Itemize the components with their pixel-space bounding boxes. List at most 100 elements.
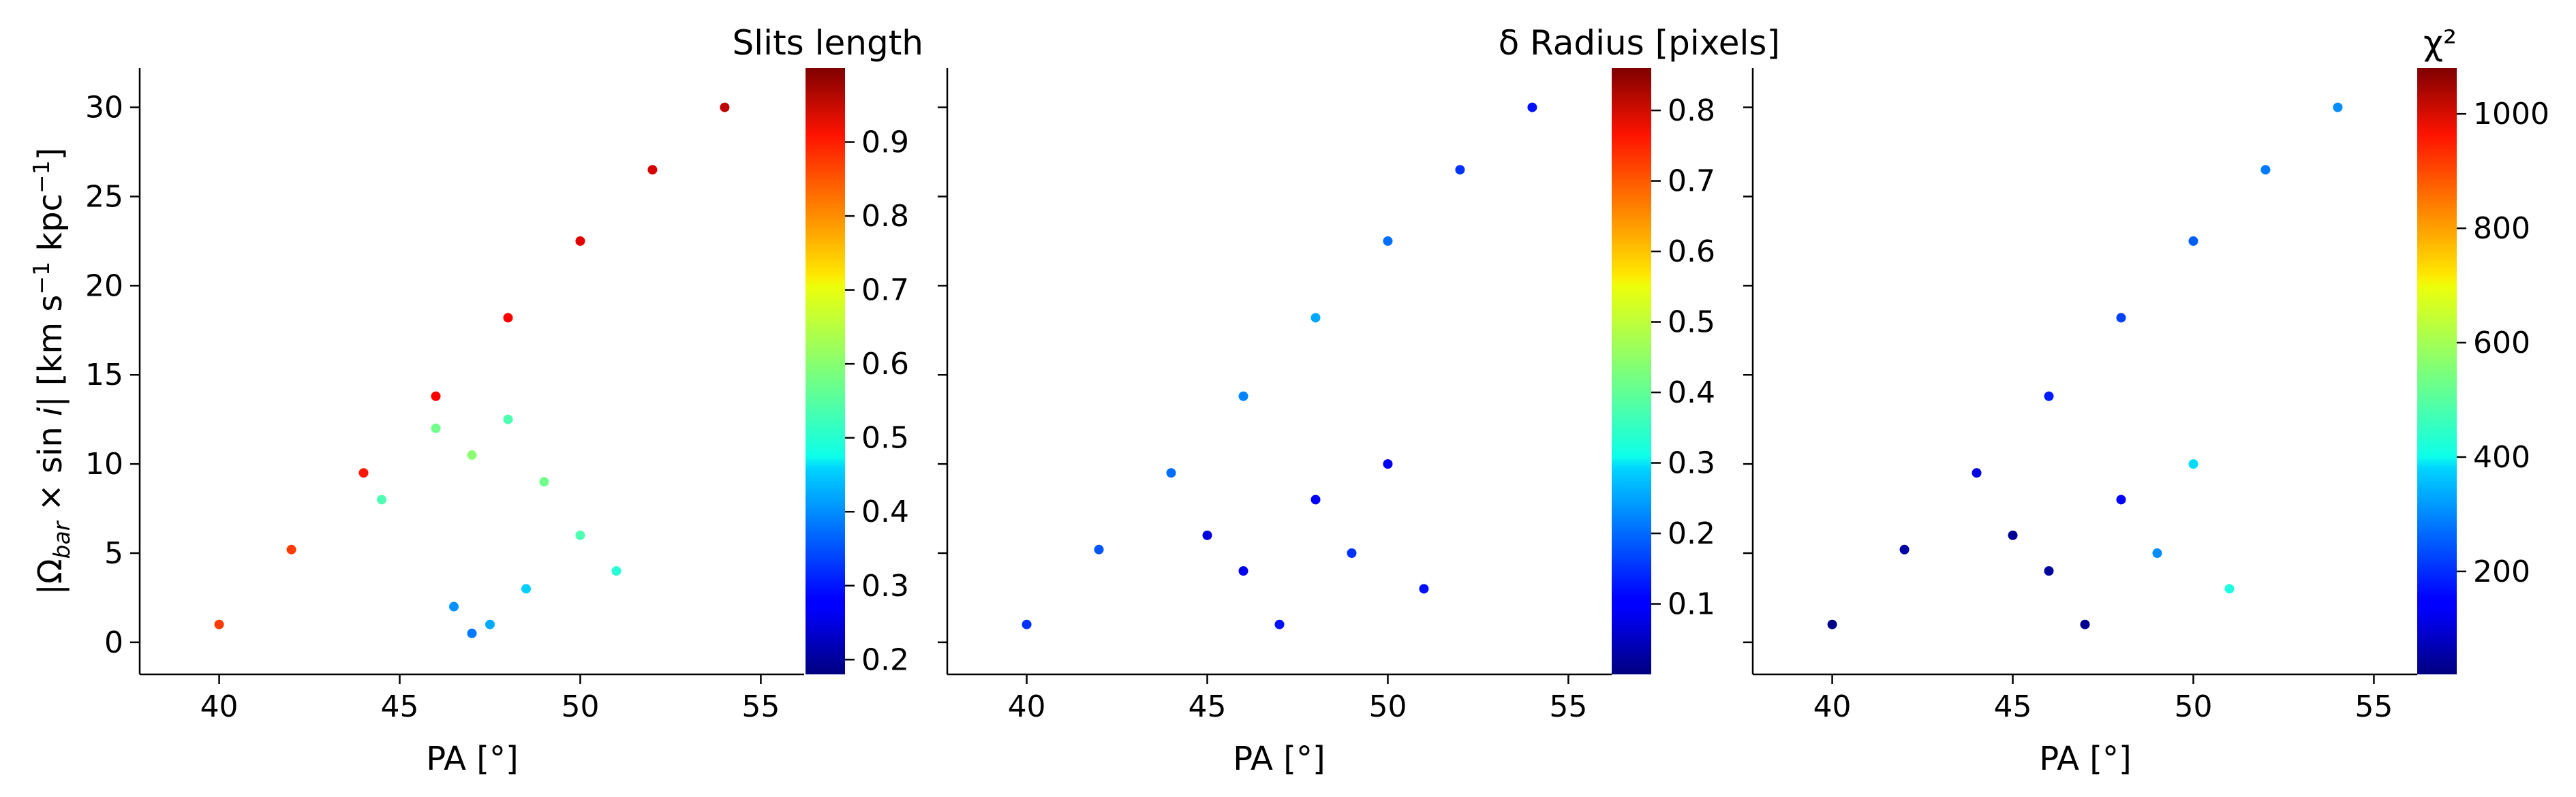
panel-1-colorbar: [806, 68, 845, 674]
colorbar-tick-label: 0.8: [1668, 93, 1715, 128]
scatter-point: [467, 450, 477, 460]
x-tick-label: 50: [561, 689, 599, 724]
scatter-point: [1383, 236, 1393, 246]
panel-3-x-axis-label: PA [°]: [2039, 740, 2131, 778]
panel-1-x-ticks: 40 45 50 55: [200, 674, 780, 724]
scatter-point: [2188, 236, 2198, 246]
x-tick-label: 45: [1994, 689, 2032, 724]
scatter-point: [2152, 548, 2162, 558]
colorbar-tick-label: 0.5: [861, 421, 909, 456]
panel-3: 40 45 50 55 PA [°] 200 400 600 800 1000 χ²: [1743, 23, 2549, 778]
scatter-point: [1310, 495, 1321, 505]
scatter-point: [1827, 619, 1837, 629]
scatter-point: [1419, 584, 1429, 594]
scatter-point: [1455, 165, 1465, 175]
scatter-point: [1202, 530, 1212, 540]
panel-3-colorbar: [2417, 68, 2457, 674]
scatter-point: [1094, 544, 1104, 554]
panel-2-colorbar-ticks: 0.1 0.2 0.3 0.4 0.5 0.6 0.7 0.8: [1651, 93, 1715, 622]
scatter-point: [521, 584, 531, 594]
scatter-point: [431, 423, 441, 433]
x-tick-label: 55: [1549, 689, 1587, 724]
scatter-point: [1383, 459, 1393, 469]
colorbar-tick-label: 0.9: [861, 125, 909, 160]
panel-3-colorbar-title: χ²: [2423, 23, 2457, 63]
colorbar-tick-label: 0.6: [1668, 234, 1715, 269]
scatter-point: [2116, 495, 2126, 505]
scatter-point: [449, 601, 459, 612]
x-tick-label: 50: [2174, 689, 2212, 724]
scatter-point: [1238, 566, 1248, 576]
scatter-point: [539, 477, 549, 487]
scatter-point: [575, 530, 585, 540]
scatter-point: [431, 391, 441, 401]
panel-2-y-ticks: [938, 106, 947, 644]
colorbar-tick-label: 0.5: [1668, 305, 1715, 340]
colorbar-tick-label: 1000: [2473, 97, 2549, 131]
colorbar-tick-label: 0.7: [861, 273, 909, 308]
scatter-point: [377, 495, 387, 505]
panel-1-colorbar-title: Slits length: [733, 23, 923, 63]
colorbar-tick-label: 0.1: [1668, 587, 1715, 622]
x-tick-label: 55: [2355, 689, 2393, 724]
panel-2-points: [1022, 102, 1537, 629]
x-tick-label: 45: [1189, 689, 1227, 724]
panel-3-points: [1827, 102, 2343, 629]
scatter-point: [1347, 548, 1357, 558]
scatter-point: [611, 566, 622, 576]
colorbar-tick-label: 600: [2473, 326, 2530, 360]
colorbar-tick-label: 0.3: [861, 569, 909, 604]
panel-3-y-ticks: [1743, 106, 1753, 644]
colorbar-tick-label: 0.7: [1668, 164, 1715, 199]
colorbar-tick-label: 0.4: [861, 495, 909, 529]
scatter-point: [1274, 619, 1285, 629]
panel-1: 40 45 50 55 0 5 10 15 20 25 30 PA [°] |Ωbar × sin…: [28, 23, 923, 778]
scatter-point: [2224, 584, 2235, 594]
scatter-point: [358, 468, 369, 478]
y-tick-label: 15: [85, 358, 123, 392]
scatter-point: [1527, 102, 1537, 112]
colorbar-tick-label: 0.6: [861, 347, 909, 381]
scatter-point: [1310, 313, 1321, 323]
x-tick-label: 40: [1008, 689, 1046, 724]
scatter-point: [2333, 102, 2343, 112]
scatter-point: [575, 236, 585, 246]
panel-1-y-axis-label: |Ωbar × sin i| [km s−1 kpc−1]: [28, 148, 75, 595]
panel-3-colorbar-ticks: 200 400 600 800 1000: [2457, 97, 2549, 589]
scatter-point: [2260, 165, 2271, 175]
y-tick-label: 25: [85, 179, 123, 214]
colorbar-tick-label: 400: [2473, 440, 2530, 475]
scatter-point: [286, 544, 296, 554]
y-tick-label: 30: [85, 91, 123, 125]
y-tick-label: 20: [85, 268, 123, 303]
panel-2: 40 45 50 55 PA [°] 0.1 0.2 0.3 0.4 0.5 0.6 0.7 0.8…: [938, 23, 1780, 778]
x-tick-label: 40: [200, 689, 239, 724]
x-tick-label: 50: [1368, 689, 1407, 724]
scatter-point: [467, 628, 477, 638]
scatter-point: [2008, 530, 2018, 540]
x-tick-label: 40: [1813, 689, 1852, 724]
panel-2-colorbar: [1612, 68, 1651, 674]
scatter-point: [1972, 468, 1982, 478]
colorbar-tick-label: 0.8: [861, 199, 909, 234]
y-tick-label: 10: [85, 447, 123, 482]
scatter-point: [1022, 619, 1032, 629]
panel-2-colorbar-title: δ Radius [pixels]: [1499, 23, 1780, 63]
colorbar-tick-label: 0.2: [861, 642, 909, 677]
x-tick-label: 55: [741, 689, 780, 724]
panel-1-points: [214, 102, 730, 638]
colorbar-tick-label: 0.4: [1668, 375, 1715, 410]
y-tick-label: 0: [104, 625, 123, 660]
x-tick-label: 45: [381, 689, 419, 724]
scatter-point: [2116, 313, 2126, 323]
scatter-point: [503, 414, 513, 424]
panel-1-x-axis-label: PA [°]: [426, 740, 518, 778]
scatter-point: [214, 619, 224, 629]
scatter-point: [720, 102, 730, 112]
colorbar-tick-label: 0.3: [1668, 446, 1715, 481]
scatter-point: [2044, 566, 2054, 576]
scatter-point: [1166, 468, 1176, 478]
colorbar-tick-label: 800: [2473, 211, 2530, 246]
scatter-point: [2080, 619, 2090, 629]
